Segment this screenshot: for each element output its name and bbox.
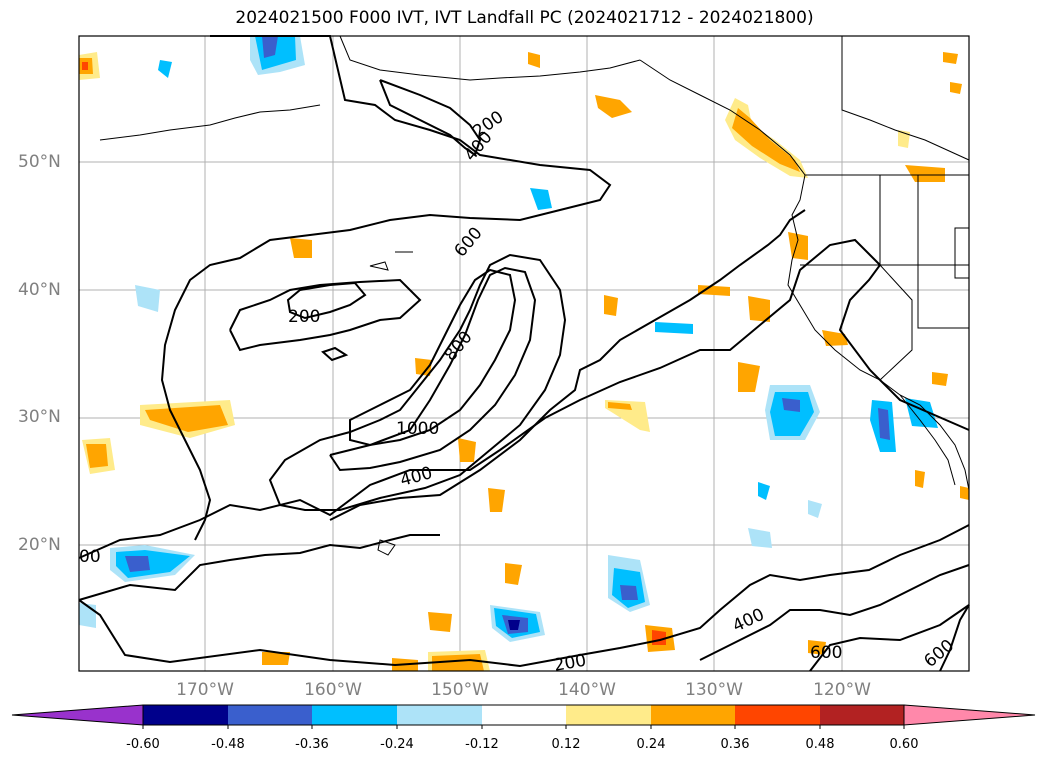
colorbar-tick-label: 0.48 bbox=[805, 737, 835, 752]
lon-label: 130°W bbox=[685, 680, 743, 700]
coastlines bbox=[99, 35, 970, 556]
colorbar-tick-label: -0.48 bbox=[211, 737, 245, 752]
colorbar-tick-label: 0.24 bbox=[636, 737, 666, 752]
ivt-contours bbox=[78, 35, 970, 672]
map-border bbox=[78, 35, 970, 672]
contour-label: 200 bbox=[552, 651, 587, 676]
lat-label: 20°N bbox=[18, 535, 61, 555]
colorbar-tick-label: 0.36 bbox=[720, 737, 750, 752]
lat-label: 30°N bbox=[18, 407, 61, 427]
lat-label: 50°N bbox=[18, 152, 61, 172]
contour-label: 1000 bbox=[396, 419, 439, 439]
shaded-anomalies bbox=[79, 36, 969, 671]
colorbar-tick-label: -0.60 bbox=[126, 737, 160, 752]
colorbar-tick-label: 0.12 bbox=[551, 737, 581, 752]
contour-label: 600 bbox=[810, 643, 842, 663]
contour-label: 00 bbox=[79, 547, 101, 567]
colorbar bbox=[11, 704, 1036, 729]
colorbar-tick-label: -0.12 bbox=[465, 737, 499, 752]
colorbar-tick-label: 0.60 bbox=[889, 737, 919, 752]
map-title: 2024021500 F000 IVT, IVT Landfall PC (20… bbox=[235, 8, 814, 28]
lat-label: 40°N bbox=[18, 280, 61, 300]
lon-label: 150°W bbox=[431, 680, 489, 700]
colorbar-tick-label: -0.24 bbox=[380, 737, 414, 752]
lon-label: 140°W bbox=[558, 680, 616, 700]
lon-label: 160°W bbox=[304, 680, 362, 700]
contour-label: 200 bbox=[288, 307, 320, 327]
colorbar-tick-label: -0.36 bbox=[295, 737, 329, 752]
lon-label: 170°W bbox=[176, 680, 234, 700]
lon-label: 120°W bbox=[813, 680, 871, 700]
